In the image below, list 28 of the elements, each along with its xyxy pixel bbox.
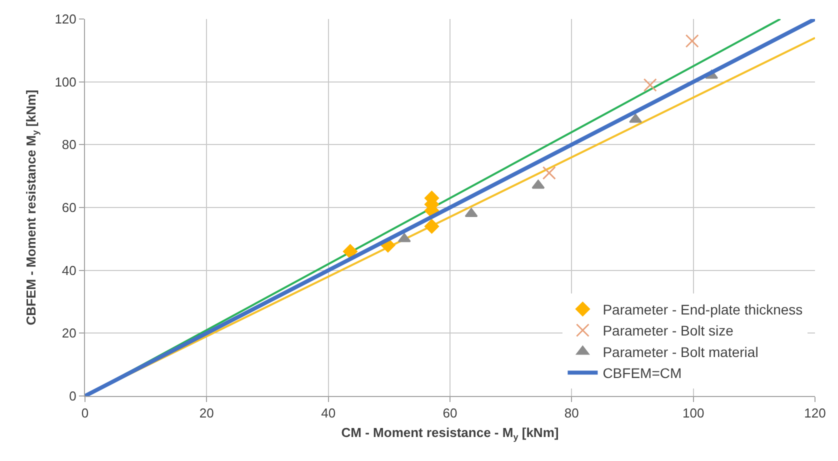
- point: [629, 114, 642, 123]
- legend-label: Parameter - Bolt material: [602, 344, 758, 360]
- y-tick-label: 60: [62, 200, 76, 216]
- point: [685, 34, 699, 48]
- point: [542, 166, 556, 180]
- legend-label: Parameter - End-plate thickness: [602, 302, 803, 318]
- y-tick-label: 0: [69, 388, 76, 404]
- x-tick-label: 40: [321, 406, 336, 421]
- point: [398, 233, 411, 242]
- point: [643, 78, 657, 92]
- point: [532, 180, 545, 189]
- y-tick-label: 100: [54, 74, 76, 90]
- x-tick-label: 100: [682, 406, 704, 421]
- point: [464, 208, 478, 218]
- x-tick-label: 60: [442, 406, 458, 421]
- x-tick-label: 0: [81, 406, 89, 421]
- x-tick-label: 120: [804, 406, 826, 421]
- x-tick-label: 20: [199, 406, 214, 421]
- point: [424, 219, 439, 234]
- y-tick-label: 80: [62, 137, 76, 152]
- legend-label: Parameter - Bolt size: [602, 322, 734, 339]
- legend-label: CBFEM=CM: [602, 365, 682, 382]
- y-tick-label: 120: [54, 12, 76, 27]
- x-axis-title: CM - Moment resistance - M$_{y}$ [kNm]: [341, 425, 559, 442]
- y-tick-label: 40: [62, 262, 76, 278]
- x-tick-label: 80: [564, 406, 579, 421]
- point: [342, 244, 358, 259]
- y-tick-label: 20: [62, 326, 76, 341]
